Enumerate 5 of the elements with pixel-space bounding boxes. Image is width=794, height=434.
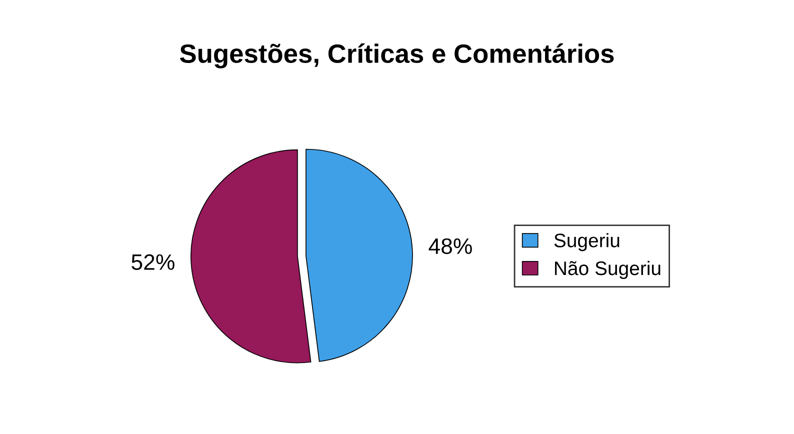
legend-label: Não Sugeriu: [555, 260, 660, 280]
chart-title: Sugestões, Críticas e Comentários: [180, 43, 614, 68]
legend-label: Sugeriu: [554, 233, 620, 252]
data-label: 48%: [428, 238, 472, 254]
data-label: 52%: [132, 254, 174, 270]
